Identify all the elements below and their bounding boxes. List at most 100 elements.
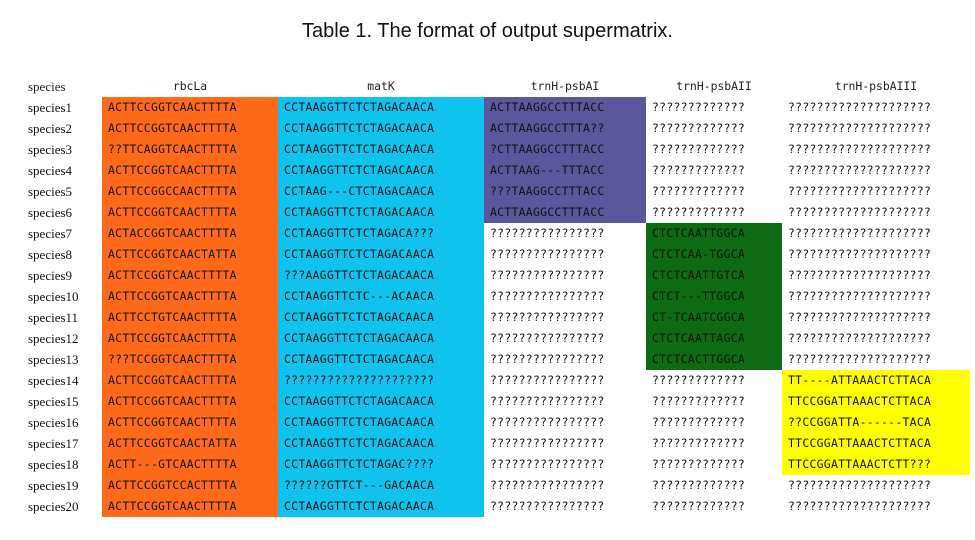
table-row: species17 ACTTCCGGTCAACTATTA CCTAAGGTTCTCT… xyxy=(28,433,970,454)
rbcla-sequence-cell: ACTTCCGGTCAACTTTTA xyxy=(102,160,278,181)
trnh-psbai-sequence-cell: ???????????????? xyxy=(484,307,646,328)
rbcla-sequence-cell: ACTACCGGTCAACTTTTA xyxy=(102,223,278,244)
matk-sequence-cell: CCTAAGGTTCTCTAGACAACA xyxy=(278,433,484,454)
trnh-psbai-sequence-cell: ???????????????? xyxy=(484,265,646,286)
trnh-psbai-sequence-cell: ???????????????? xyxy=(484,391,646,412)
species-name-cell: species3 xyxy=(28,139,102,160)
trnh-psbaii-sequence-cell: CTCTCAATTAGCA xyxy=(646,328,782,349)
species-name-cell: species11 xyxy=(28,307,102,328)
trnh-psbaiii-sequence-cell: ???????????????????? xyxy=(782,475,970,496)
trnh-psbaii-sequence-cell: ????????????? xyxy=(646,139,782,160)
trnh-psbai-sequence-cell: ???????????????? xyxy=(484,454,646,475)
trnh-psbaiii-sequence-cell: ???????????????????? xyxy=(782,202,970,223)
trnh-psbai-sequence-cell: ???????????????? xyxy=(484,412,646,433)
table-row: species11 ACTTCCTGTCAACTTTTA CCTAAGGTTCTCT… xyxy=(28,307,970,328)
trnh-psbai-sequence-cell: ACTTAAGGCCTTTACC xyxy=(484,97,646,118)
matk-sequence-cell: CCTAAGGTTCTC---ACAACA xyxy=(278,286,484,307)
rbcla-sequence-cell: ACTTCCTGTCAACTTTTA xyxy=(102,307,278,328)
header-trnh-psbaii: trnH-psbAII xyxy=(646,76,782,97)
supermatrix-table: species rbcLa matK trnH-psbAI trnH-psbAI… xyxy=(28,76,970,517)
rbcla-sequence-cell: ???TCCGGTCAACTTTTA xyxy=(102,349,278,370)
table-row: species3 ??TTCAGGTCAACTTTTA CCTAAGGTTCTCTA… xyxy=(28,139,970,160)
trnh-psbai-sequence-cell: ???????????????? xyxy=(484,244,646,265)
matk-sequence-cell: CCTAAGGTTCTCTAGACAACA xyxy=(278,244,484,265)
trnh-psbai-sequence-cell: ???????????????? xyxy=(484,349,646,370)
trnh-psbaii-sequence-cell: ????????????? xyxy=(646,370,782,391)
species-name-cell: species9 xyxy=(28,265,102,286)
header-trnh-psbaiii: trnH-psbAIII xyxy=(782,76,970,97)
table-row: species9 ACTTCCGGTCAACTTTTA ???AAGGTTCTCTA… xyxy=(28,265,970,286)
trnh-psbaiii-sequence-cell: ???????????????????? xyxy=(782,328,970,349)
trnh-psbaiii-sequence-cell: ???????????????????? xyxy=(782,118,970,139)
trnh-psbaiii-sequence-cell: ???????????????????? xyxy=(782,286,970,307)
matk-sequence-cell: CCTAAGGTTCTCTAGAC???? xyxy=(278,454,484,475)
trnh-psbaiii-sequence-cell: ???????????????????? xyxy=(782,97,970,118)
species-name-cell: species12 xyxy=(28,328,102,349)
species-name-cell: species14 xyxy=(28,370,102,391)
trnh-psbaiii-sequence-cell: TT----ATTAAACTCTTACA xyxy=(782,370,970,391)
trnh-psbaii-sequence-cell: ????????????? xyxy=(646,496,782,517)
table-row: species5 ACTTCCGGCCAACTTTTA CCTAAG---CTCTA… xyxy=(28,181,970,202)
rbcla-sequence-cell: ACTTCCGGTCAACTTTTA xyxy=(102,286,278,307)
matk-sequence-cell: CCTAAGGTTCTCTAGACAACA xyxy=(278,307,484,328)
rbcla-sequence-cell: ACTTCCGGTCCACTTTTA xyxy=(102,475,278,496)
table-row: species2 ACTTCCGGTCAACTTTTA CCTAAGGTTCTCTA… xyxy=(28,118,970,139)
trnh-psbaiii-sequence-cell: ???????????????????? xyxy=(782,496,970,517)
species-name-cell: species4 xyxy=(28,160,102,181)
species-name-cell: species7 xyxy=(28,223,102,244)
matk-sequence-cell: CCTAAGGTTCTCTAGACAACA xyxy=(278,118,484,139)
trnh-psbai-sequence-cell: ACTTAAG---TTTACC xyxy=(484,160,646,181)
trnh-psbaiii-sequence-cell: TTCCGGATTAAACTCTT??? xyxy=(782,454,970,475)
rbcla-sequence-cell: ACTTCCGGTCAACTTTTA xyxy=(102,202,278,223)
trnh-psbaiii-sequence-cell: ???????????????????? xyxy=(782,307,970,328)
table-row: species6 ACTTCCGGTCAACTTTTA CCTAAGGTTCTCTA… xyxy=(28,202,970,223)
trnh-psbaii-sequence-cell: ????????????? xyxy=(646,391,782,412)
trnh-psbai-sequence-cell: ACTTAAGGCCTTTACC xyxy=(484,202,646,223)
trnh-psbaiii-sequence-cell: ???????????????????? xyxy=(782,349,970,370)
trnh-psbaii-sequence-cell: ????????????? xyxy=(646,454,782,475)
rbcla-sequence-cell: ACTTCCGGTCAACTTTTA xyxy=(102,97,278,118)
trnh-psbaiii-sequence-cell: TTCCGGATTAAACTCTTACA xyxy=(782,391,970,412)
species-name-cell: species13 xyxy=(28,349,102,370)
table-row: species18 ACTT---GTCAACTTTTA CCTAAGGTTCTCT… xyxy=(28,454,970,475)
trnh-psbai-sequence-cell: ???????????????? xyxy=(484,433,646,454)
species-name-cell: species18 xyxy=(28,454,102,475)
rbcla-sequence-cell: ACTTCCGGTCAACTATTA xyxy=(102,433,278,454)
rbcla-sequence-cell: ACTTCCGGTCAACTTTTA xyxy=(102,265,278,286)
rbcla-sequence-cell: ACTTCCGGTCAACTTTTA xyxy=(102,391,278,412)
trnh-psbaiii-sequence-cell: ???????????????????? xyxy=(782,181,970,202)
rbcla-sequence-cell: ACTTCCGGCCAACTTTTA xyxy=(102,181,278,202)
rbcla-sequence-cell: ACTTCCGGTCAACTTTTA xyxy=(102,118,278,139)
matk-sequence-cell: CCTAAG---CTCTAGACAACA xyxy=(278,181,484,202)
species-name-cell: species2 xyxy=(28,118,102,139)
species-name-cell: species8 xyxy=(28,244,102,265)
trnh-psbai-sequence-cell: ???TAAGGCCTTTACC xyxy=(484,181,646,202)
header-row: species rbcLa matK trnH-psbAI trnH-psbAI… xyxy=(28,76,970,97)
table-row: species4 ACTTCCGGTCAACTTTTA CCTAAGGTTCTCTA… xyxy=(28,160,970,181)
table-row: species10 ACTTCCGGTCAACTTTTA CCTAAGGTTCTC-… xyxy=(28,286,970,307)
header-matk: matK xyxy=(278,76,484,97)
trnh-psbai-sequence-cell: ACTTAAGGCCTTTA?? xyxy=(484,118,646,139)
trnh-psbaiii-sequence-cell: ???????????????????? xyxy=(782,244,970,265)
table-row: species13 ???TCCGGTCAACTTTTA CCTAAGGTTCTCT… xyxy=(28,349,970,370)
trnh-psbaiii-sequence-cell: ???????????????????? xyxy=(782,160,970,181)
trnh-psbaii-sequence-cell: ????????????? xyxy=(646,160,782,181)
trnh-psbaii-sequence-cell: ????????????? xyxy=(646,118,782,139)
matk-sequence-cell: CCTAAGGTTCTCTAGACAACA xyxy=(278,97,484,118)
matk-sequence-cell: ??????GTTCT---GACAACA xyxy=(278,475,484,496)
rbcla-sequence-cell: ACTTCCGGTCAACTTTTA xyxy=(102,328,278,349)
table-row: species14 ACTTCCGGTCAACTTTTA?????????????… xyxy=(28,370,970,391)
trnh-psbai-sequence-cell: ?CTTAAGGCCTTTACC xyxy=(484,139,646,160)
species-name-cell: species5 xyxy=(28,181,102,202)
trnh-psbaiii-sequence-cell: TTCCGGATTAAACTCTTACA xyxy=(782,433,970,454)
trnh-psbaiii-sequence-cell: ???????????????????? xyxy=(782,139,970,160)
matk-sequence-cell: CCTAAGGTTCTCTAGACAACA xyxy=(278,160,484,181)
rbcla-sequence-cell: ACTTCCGGTCAACTTTTA xyxy=(102,370,278,391)
species-name-cell: species17 xyxy=(28,433,102,454)
table-row: species8 ACTTCCGGTCAACTATTA CCTAAGGTTCTCTA… xyxy=(28,244,970,265)
matk-sequence-cell: CCTAAGGTTCTCTAGACAACA xyxy=(278,349,484,370)
header-trnh-psbai: trnH-psbAI xyxy=(484,76,646,97)
table-row: species20 ACTTCCGGTCAACTTTTA CCTAAGGTTCTCT… xyxy=(28,496,970,517)
trnh-psbaii-sequence-cell: ????????????? xyxy=(646,97,782,118)
matk-sequence-cell: CCTAAGGTTCTCTAGACA??? xyxy=(278,223,484,244)
